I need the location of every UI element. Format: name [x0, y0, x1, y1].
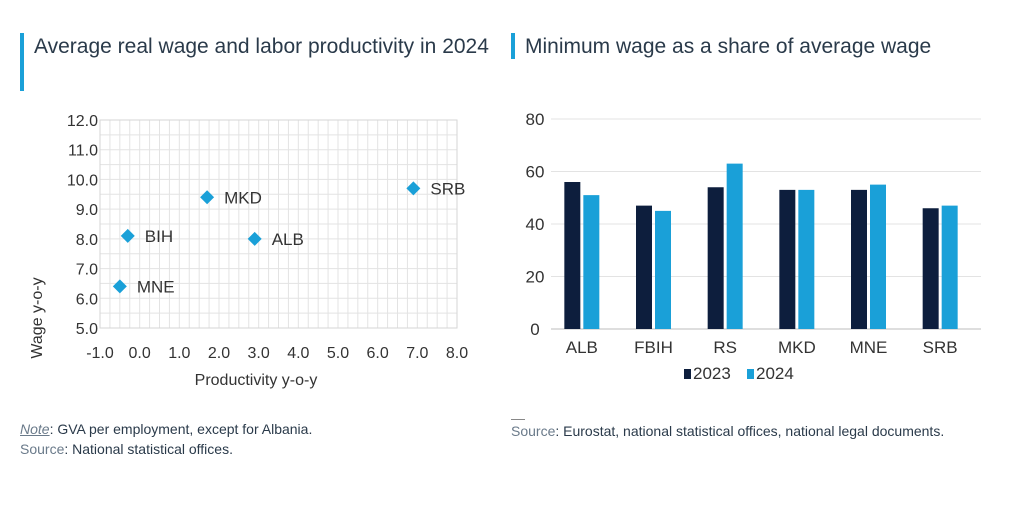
bar-x-tick-label: ALB: [566, 338, 598, 357]
scatter-point-bih: [120, 228, 135, 243]
right-chart-title: Minimum wage as a share of average wage: [525, 35, 932, 58]
bar-x-tick-label: RS: [713, 338, 737, 357]
bar-y-tick-label: 20: [526, 268, 545, 287]
scatter-x-tick-label: 3.0: [248, 345, 270, 362]
bar-rs-2024: [726, 163, 743, 329]
scatter-point-mne: [112, 279, 127, 294]
left-source-text: : National statistical offices.: [64, 441, 233, 457]
scatter-grid: [99, 119, 458, 329]
bar-y-tick-label: 0: [530, 320, 539, 339]
bar-rs-2023: [707, 187, 724, 329]
scatter-x-tick-label: 1.0: [168, 345, 190, 362]
scatter-points: SRB MKD BIH ALB MNE: [112, 179, 465, 296]
scatter-point-srb: [406, 181, 421, 196]
bar-x-ticks: ALB FBIH RS MKD MNE SRB: [566, 338, 958, 357]
scatter-y-tick-label: 11.0: [68, 143, 98, 160]
bar-x-tick-label: SRB: [923, 338, 958, 357]
bar-y-tick-label: 80: [526, 110, 545, 129]
bar-x-tick-label: MNE: [850, 338, 888, 357]
scatter-x-tick-label: 0.0: [129, 345, 151, 362]
scatter-y-ticks: 5.0 6.0 7.0 8.0 9.0 10.0 11.0 12.0: [67, 113, 98, 338]
note-line: Note: GVA per employment, except for Alb…: [20, 419, 490, 439]
left-source-label: Source: [20, 441, 65, 457]
scatter-x-tick-label: -1.0: [86, 345, 114, 362]
bar-fbih-2024: [655, 210, 671, 329]
legend-swatch-2024: [747, 369, 754, 379]
right-footnote: Source: Eurostat, national statistical o…: [511, 419, 951, 441]
bar-alb-2023: [564, 182, 581, 329]
legend-label-2023: 2023: [693, 364, 731, 383]
bar-x-tick-label: FBIH: [634, 338, 673, 357]
scatter-y-tick-label: 6.0: [76, 291, 98, 308]
scatter-x-tick-label: 5.0: [327, 345, 349, 362]
bar-srb-2024: [941, 205, 958, 329]
scatter-point-label-srb: SRB: [430, 179, 465, 198]
note-label: Note: [20, 421, 50, 437]
scatter-y-tick-label: 12.0: [67, 113, 98, 130]
scatter-y-tick-label: 9.0: [76, 202, 98, 219]
scatter-y-tick-label: 7.0: [76, 262, 98, 279]
scatter-plot-frame: [99, 119, 458, 329]
scatter-x-tick-label: 8.0: [446, 345, 468, 362]
scatter-point-label-alb: ALB: [272, 230, 304, 249]
scatter-point-mkd: [200, 190, 215, 205]
scatter-x-tick-label: 4.0: [287, 345, 309, 362]
right-source-label: Source: [511, 423, 556, 439]
bar-x-tick-label: MKD: [778, 338, 816, 357]
bar-y-ticks: 0 20 40 60 80: [526, 110, 545, 339]
bar-legend: 2023 2024: [684, 364, 794, 383]
scatter-point-label-bih: BIH: [145, 227, 173, 246]
scatter-y-axis-label: Wage y-o-y: [29, 277, 46, 358]
bar-mne-2023: [851, 189, 867, 329]
scatter-x-tick-label: 6.0: [367, 345, 389, 362]
note-text: : GVA per employment, except for Albania…: [49, 421, 313, 437]
bar-grid: [551, 118, 981, 330]
left-chart-title-block: Average real wage and labor productivity…: [20, 33, 490, 91]
scatter-x-tick-label: 2.0: [208, 345, 230, 362]
bar-y-tick-label: 60: [526, 163, 545, 182]
bar-srb-2023: [922, 208, 939, 329]
left-title-accent-bar: [20, 33, 24, 91]
left-footnote: Note: GVA per employment, except for Alb…: [20, 419, 490, 459]
bar-alb-2024: [583, 195, 600, 329]
scatter-chart: -1.0 0.0 1.0 2.0 3.0 4.0 5.0 6.0 7.0 8.0 5.0 6.0 7.…: [29, 113, 468, 389]
scatter-y-tick-label: 10.0: [67, 172, 98, 189]
scatter-x-tick-label: 7.0: [406, 345, 428, 362]
scatter-x-axis-label: Productivity y-o-y: [195, 372, 318, 389]
scatter-x-ticks: -1.0 0.0 1.0 2.0 3.0 4.0 5.0 6.0 7.0 8.0: [86, 345, 468, 362]
right-source-text: : Eurostat, national statistical offices…: [555, 423, 945, 439]
legend-label-2024: 2024: [756, 364, 794, 383]
scatter-y-tick-label: 5.0: [76, 321, 98, 338]
right-source-divider: [511, 419, 525, 420]
bar-mne-2024: [870, 184, 886, 329]
scatter-point-label-mkd: MKD: [224, 188, 262, 207]
left-source-line: Source: National statistical offices.: [20, 439, 490, 459]
right-chart-title-block: Minimum wage as a share of average wage: [511, 33, 1011, 61]
bar-chart: 0 20 40 60 80 ALB FBIH RS MKD MNE SRB 2023 2024: [526, 110, 981, 383]
legend-swatch-2023: [684, 369, 691, 379]
scatter-y-tick-label: 8.0: [76, 232, 98, 249]
right-title-accent-bar: [511, 33, 515, 59]
scatter-point-alb: [247, 231, 262, 246]
bar-mkd-2023: [779, 189, 796, 329]
scatter-point-label-mne: MNE: [137, 277, 175, 296]
bar-marks: [564, 163, 958, 329]
bar-fbih-2023: [636, 205, 652, 329]
bar-y-tick-label: 40: [526, 215, 545, 234]
bar-mkd-2024: [798, 189, 815, 329]
left-chart-title: Average real wage and labor productivity…: [34, 35, 489, 58]
